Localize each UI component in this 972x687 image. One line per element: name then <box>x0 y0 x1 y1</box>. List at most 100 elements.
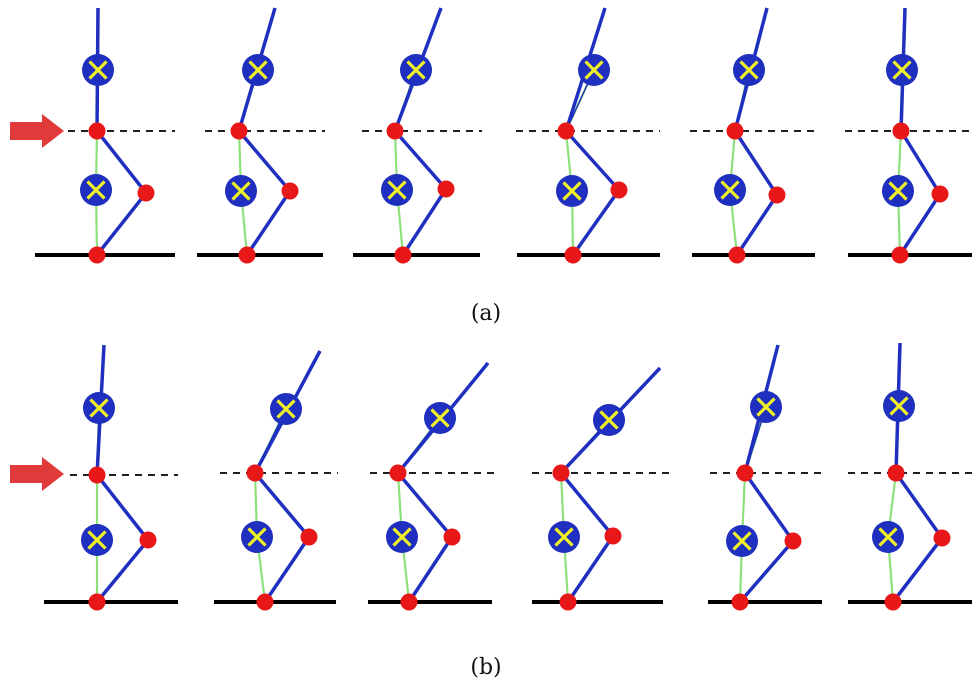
ankle-joint <box>394 246 412 264</box>
panel-a <box>10 7 972 264</box>
hip-joint <box>389 464 407 482</box>
com-cross-line <box>247 527 267 547</box>
panel-a-frame-1 <box>35 7 175 264</box>
com-cross-line <box>387 180 407 200</box>
com-cross-line <box>406 60 426 80</box>
lower-com-marker <box>872 521 904 553</box>
com-cross-line <box>88 60 108 80</box>
upper-com-marker <box>733 54 765 86</box>
lower-com-marker <box>225 175 257 207</box>
lower-com-marker <box>80 174 112 206</box>
ankle-joint <box>731 593 749 611</box>
lower-com-marker <box>556 175 588 207</box>
knee-joint <box>768 186 786 204</box>
upper-com-marker <box>593 404 625 436</box>
upper-com-marker <box>578 54 610 86</box>
panel-a-frame-3 <box>353 7 482 264</box>
panel-b-frame-1 <box>44 344 178 611</box>
caption-b: (b) <box>470 655 501 680</box>
lower-com-marker <box>386 521 418 553</box>
panel-b-frame-6 <box>848 342 972 611</box>
knee-joint <box>784 532 802 550</box>
lower-com-marker <box>726 525 758 557</box>
upper-com-marker <box>83 392 115 424</box>
hip-joint <box>726 122 744 140</box>
ankle-joint <box>88 246 106 264</box>
lower-com-marker <box>381 174 413 206</box>
lower-com-marker <box>241 521 273 553</box>
ankle-joint <box>559 593 577 611</box>
panel-a-frame-6 <box>845 7 972 264</box>
knee-joint <box>931 185 949 203</box>
caption-a: (a) <box>471 301 501 326</box>
panel-a-frame-2 <box>197 7 325 264</box>
lower-com-marker <box>548 521 580 553</box>
panel-b-frame-3 <box>368 361 494 611</box>
com-cross-line <box>720 180 740 200</box>
ankle-joint <box>564 246 582 264</box>
panel-a-frame-5 <box>690 7 815 264</box>
com-cross-line <box>276 399 296 419</box>
knee-joint <box>137 184 155 202</box>
com-cross-line <box>732 531 752 551</box>
lower-com-marker <box>714 174 746 206</box>
ankle-joint <box>88 593 106 611</box>
hip-joint <box>892 122 910 140</box>
push-force-arrow-icon <box>10 114 64 148</box>
com-cross-line <box>86 180 106 200</box>
knee-joint <box>443 528 461 546</box>
upper-com-marker <box>400 54 432 86</box>
com-cross-line <box>89 398 109 418</box>
push-force-arrow-icon <box>10 457 64 491</box>
panel-b-frame-4 <box>532 366 673 611</box>
ankle-joint <box>728 246 746 264</box>
lower-com-marker <box>882 175 914 207</box>
hip-joint <box>736 464 754 482</box>
ankle-joint <box>238 246 256 264</box>
knee-joint <box>933 529 951 547</box>
hip-joint <box>386 122 404 140</box>
com-cross-line <box>889 396 909 416</box>
com-cross-line <box>392 527 412 547</box>
hip-joint <box>230 122 248 140</box>
com-cross-line <box>584 60 604 80</box>
panel-b-frame-2 <box>214 350 338 611</box>
com-cross-line <box>231 181 251 201</box>
upper-com-marker <box>883 390 915 422</box>
com-cross-line <box>599 410 619 430</box>
knee-joint <box>281 182 299 200</box>
com-cross-line <box>562 181 582 201</box>
knee-joint <box>437 180 455 198</box>
ankle-joint <box>400 593 418 611</box>
panel-b <box>10 342 972 611</box>
upper-com-marker <box>750 391 782 423</box>
upper-com-marker <box>270 393 302 425</box>
com-cross-line <box>87 530 107 550</box>
upper-com-marker <box>886 54 918 86</box>
knee-joint <box>139 531 157 549</box>
com-cross-line <box>554 527 574 547</box>
com-cross-line <box>756 397 776 417</box>
com-cross-line <box>892 60 912 80</box>
hip-joint <box>557 122 575 140</box>
panel-a-frame-4 <box>516 7 660 264</box>
com-cross-line <box>878 527 898 547</box>
knee-joint <box>300 528 318 546</box>
com-cross-line <box>739 60 759 80</box>
com-cross-line <box>248 60 268 80</box>
ankle-joint <box>884 593 902 611</box>
panel-b-frame-5 <box>708 344 822 611</box>
knee-joint <box>604 527 622 545</box>
com-cross-line <box>430 408 450 428</box>
com-cross-line <box>888 181 908 201</box>
upper-com-marker <box>242 54 274 86</box>
hip-joint <box>552 464 570 482</box>
knee-joint <box>610 181 628 199</box>
hip-joint <box>246 464 264 482</box>
upper-com-marker <box>82 54 114 86</box>
ankle-joint <box>891 246 909 264</box>
ankle-joint <box>256 593 274 611</box>
hip-joint <box>88 466 106 484</box>
hip-joint <box>887 464 905 482</box>
